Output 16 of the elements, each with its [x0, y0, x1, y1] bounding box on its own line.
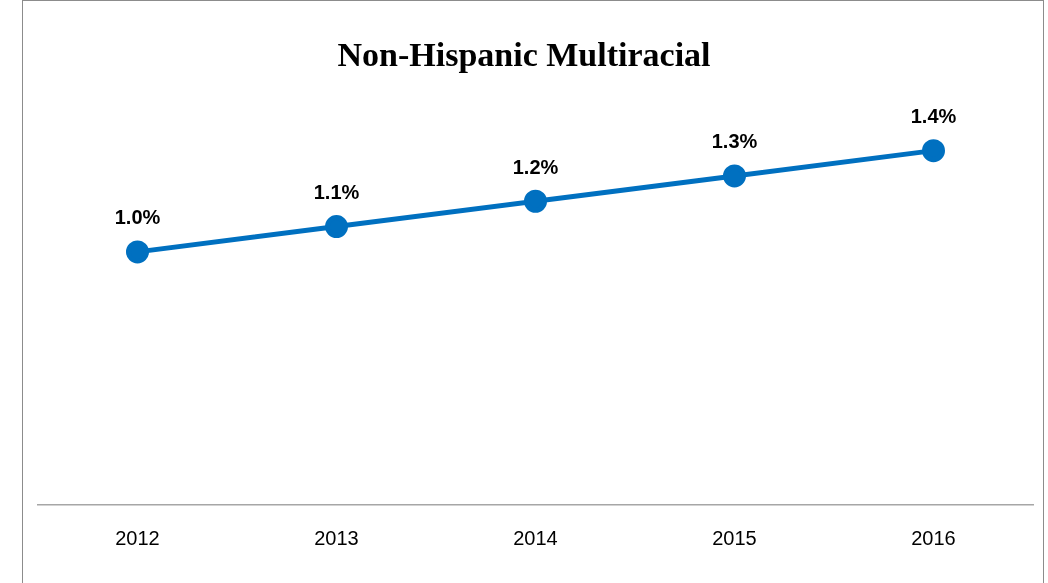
- data-label: 1.0%: [114, 206, 161, 229]
- x-tick-label: 2016: [911, 526, 956, 549]
- data-label: 1.1%: [313, 181, 360, 204]
- data-label: 1.4%: [910, 105, 957, 128]
- x-tick-label: 2013: [314, 526, 359, 549]
- point: [723, 164, 746, 188]
- point: [922, 139, 945, 163]
- point: [524, 189, 547, 213]
- data-label: 1.2%: [512, 155, 559, 178]
- point: [126, 240, 149, 264]
- x-tick-label: 2014: [513, 526, 558, 549]
- data-label: 1.3%: [711, 130, 758, 153]
- x-tick-label: 2015: [712, 526, 757, 549]
- x-tick-label: 2012: [115, 526, 160, 549]
- chart-title: Non-Hispanic Multiracial: [336, 36, 712, 74]
- point: [325, 215, 348, 239]
